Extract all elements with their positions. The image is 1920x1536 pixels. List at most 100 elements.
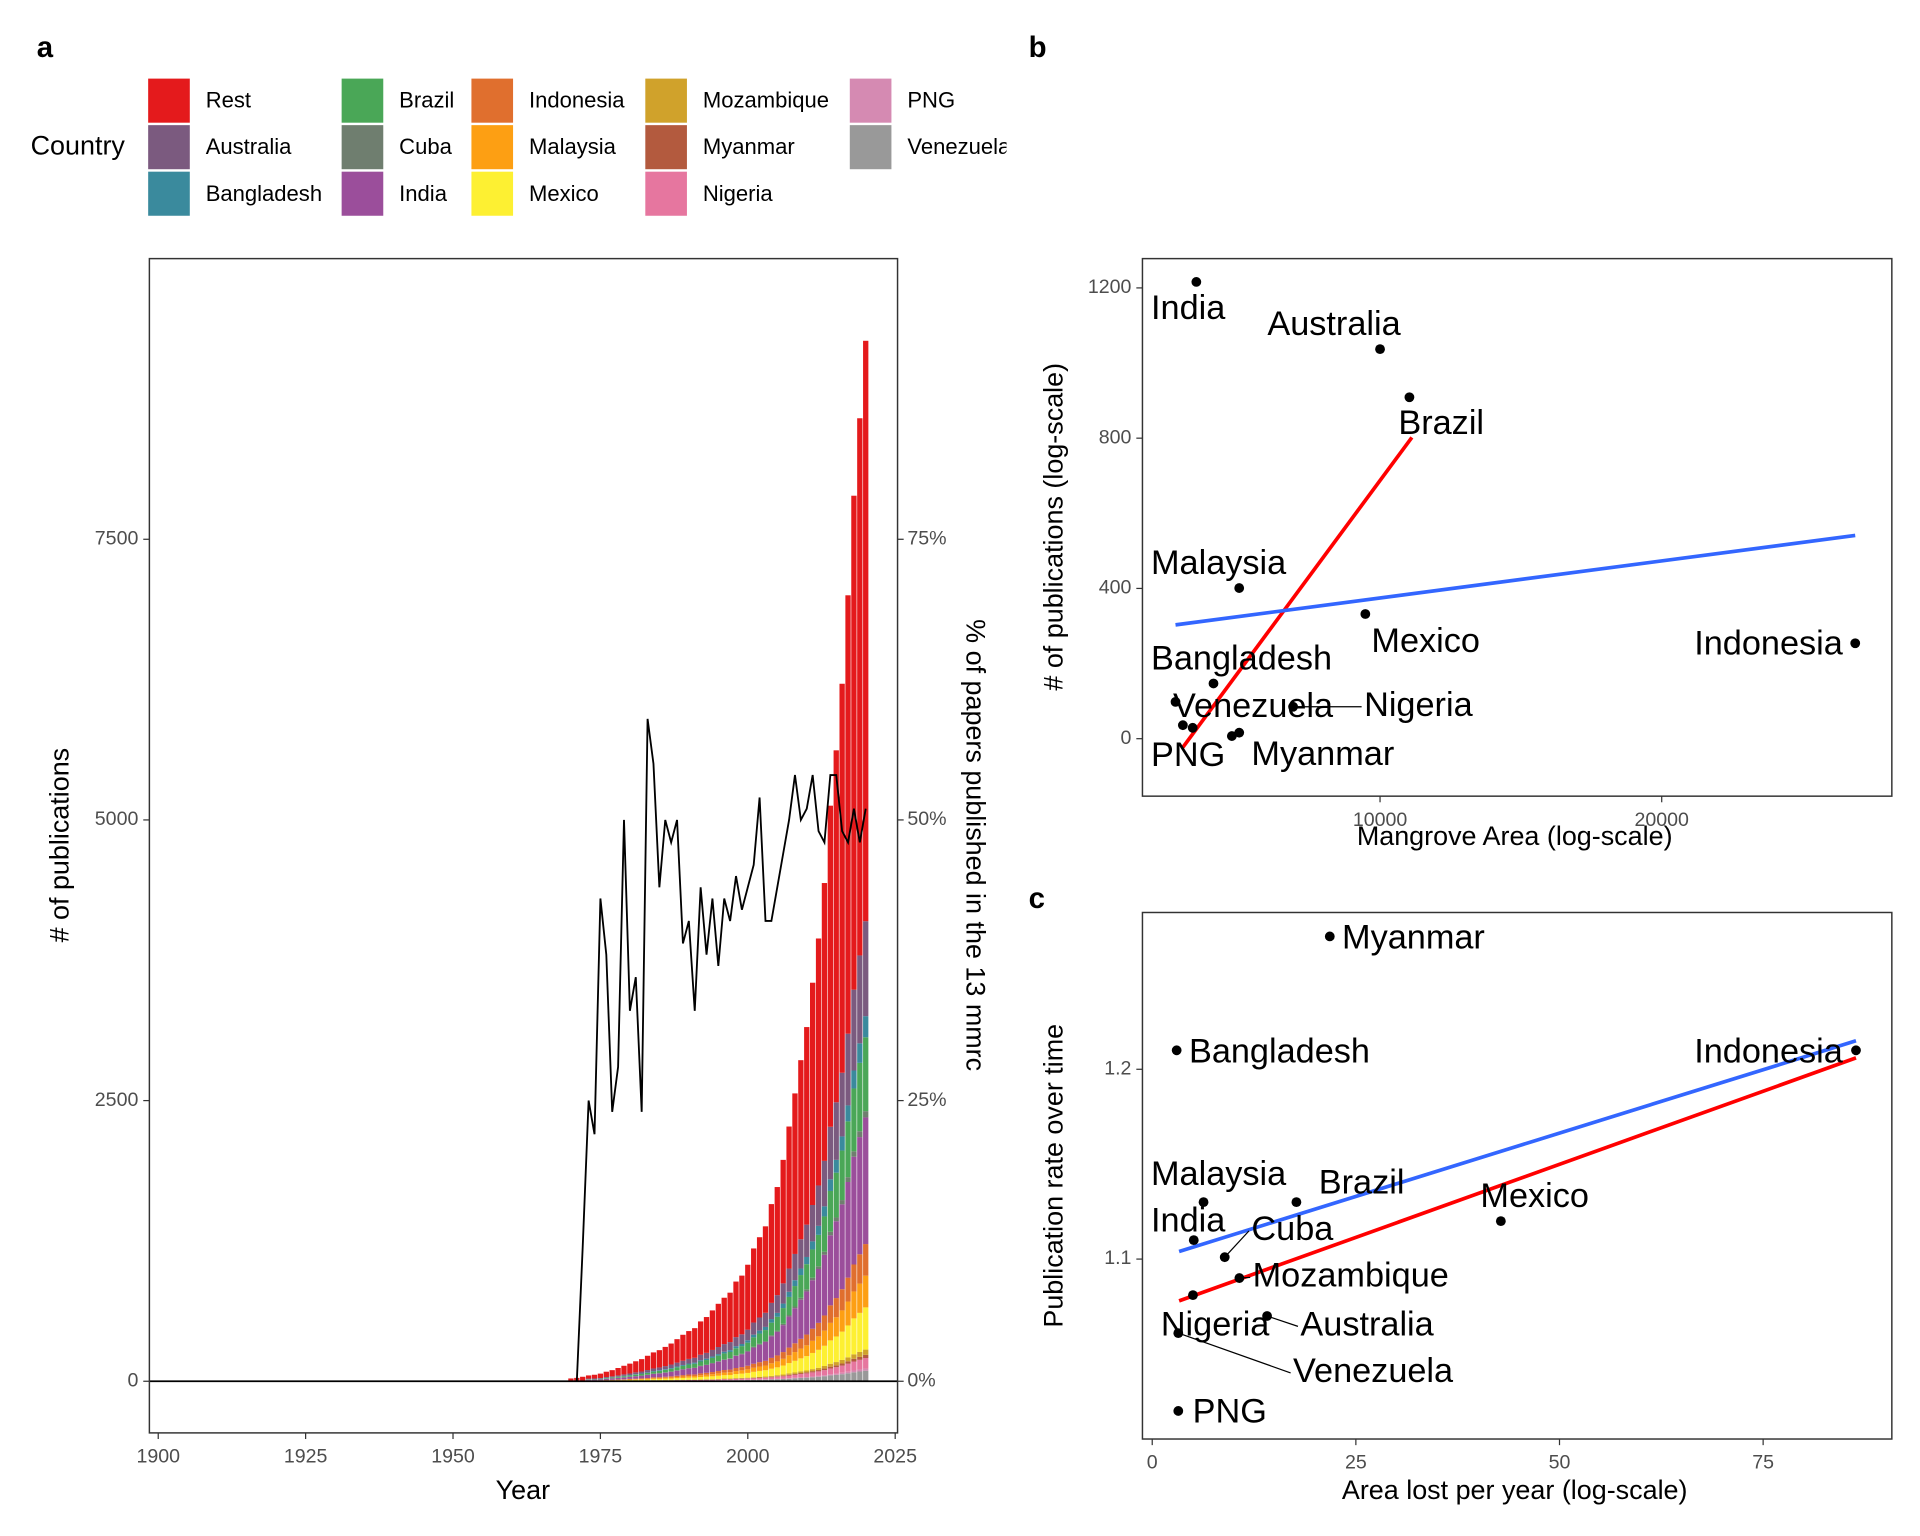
bar-segment [845,1363,851,1372]
bar-segment [591,1379,598,1381]
bar-segment [656,1350,663,1368]
bar-segment [627,1373,633,1376]
bar-segment [615,1376,621,1378]
bar-segment [839,1204,845,1290]
bar-segment [603,1371,609,1377]
bar-segment [609,1376,615,1378]
bar-segment [644,1378,651,1380]
legend-key [148,78,190,123]
x-tick-label: 1950 [431,1446,475,1468]
bar-segment [792,1378,798,1382]
bar-segment [839,1289,845,1311]
bar-segment [697,1380,704,1381]
bar-segment [650,1377,657,1379]
bar-segment [845,1373,851,1382]
bar-segment [727,1372,733,1375]
bar-segment [863,1358,869,1369]
bar-segment [668,1377,674,1379]
bar-segment [857,955,863,1044]
bar-segment [792,1377,798,1379]
bar-segment [697,1354,704,1361]
bar-segment [668,1343,674,1365]
bar-segment [827,1340,833,1364]
bar-segment [644,1370,651,1373]
bar-segment [697,1360,704,1362]
bar-segment [644,1379,651,1381]
bar-segment [845,1121,851,1178]
bar-segment [703,1374,710,1377]
bar-segment [780,1352,786,1359]
bar-segment [798,1297,804,1300]
bar-segment [727,1351,733,1359]
bar-segment [821,1370,828,1376]
bar-segment [833,1217,839,1222]
bar-segment [786,1268,792,1292]
bar-segment [857,1369,863,1372]
bar-segment [768,1319,775,1323]
bar-segment [792,1374,798,1378]
bar-segment [721,1372,727,1376]
bar-segment [733,1368,739,1372]
bar-segment [756,1237,763,1318]
bar-segment [768,1375,775,1377]
point-label: Myanmar [1342,918,1485,956]
bar-segment [674,1376,680,1379]
bar-segment [650,1371,657,1372]
bar-segment [680,1378,686,1380]
bar-segment [804,1334,810,1346]
fit-line [1181,436,1414,749]
bar-segment [633,1372,639,1375]
point [1262,1311,1272,1321]
legend-label: India [399,181,448,206]
bar-segment [674,1378,680,1380]
bar-segment [851,1156,857,1265]
x-axis-title: Year [496,1475,550,1505]
bar-segment [709,1372,716,1375]
y-tick-label: 0 [127,1369,138,1391]
bar-segment [863,1037,869,1112]
legend-key [341,125,384,170]
bar-segment [798,1373,804,1375]
bar-segment [839,1365,845,1373]
bar-segment [851,1318,857,1355]
bar-segment [815,1234,822,1267]
bar-segment [768,1322,775,1336]
bar-segment [839,1363,845,1366]
bar-segment [644,1378,651,1379]
point-label: Nigeria [1364,686,1473,724]
fit-line [1178,1039,1857,1254]
bar-segment [585,1378,592,1380]
bar-segment [798,1268,804,1276]
bar-segment [627,1363,633,1374]
point [1234,583,1245,593]
bar-segment [863,1370,869,1382]
bar-segment [644,1374,651,1379]
bar-segment [621,1365,627,1375]
bar-segment [810,1280,816,1329]
bar-segment [621,1374,627,1376]
y-tick-label: 2500 [95,1089,139,1111]
bar-segment [650,1352,657,1369]
bar-segment [709,1357,716,1363]
bar-segment [751,1363,757,1368]
legend-key [645,125,687,170]
bar-segment [697,1321,704,1355]
bar-segment [680,1365,686,1370]
bar-segment [668,1378,674,1381]
bar-segment [739,1353,745,1355]
bar-segment [680,1375,686,1377]
bar-segment [715,1303,721,1348]
point [1171,1045,1182,1056]
bar-segment [857,1371,863,1382]
bar-segment [639,1375,645,1379]
y-tick-label: 1200 [1088,276,1132,298]
bar-segment [827,1363,833,1367]
bar-segment [727,1358,733,1370]
bar-segment [674,1339,680,1363]
bar-segment [827,1190,833,1232]
bar-segment [680,1360,686,1365]
bar-segment [810,1376,816,1378]
bar-segment [603,1376,609,1378]
point-label: PNG [1193,1392,1267,1430]
bar-segment [692,1367,698,1375]
